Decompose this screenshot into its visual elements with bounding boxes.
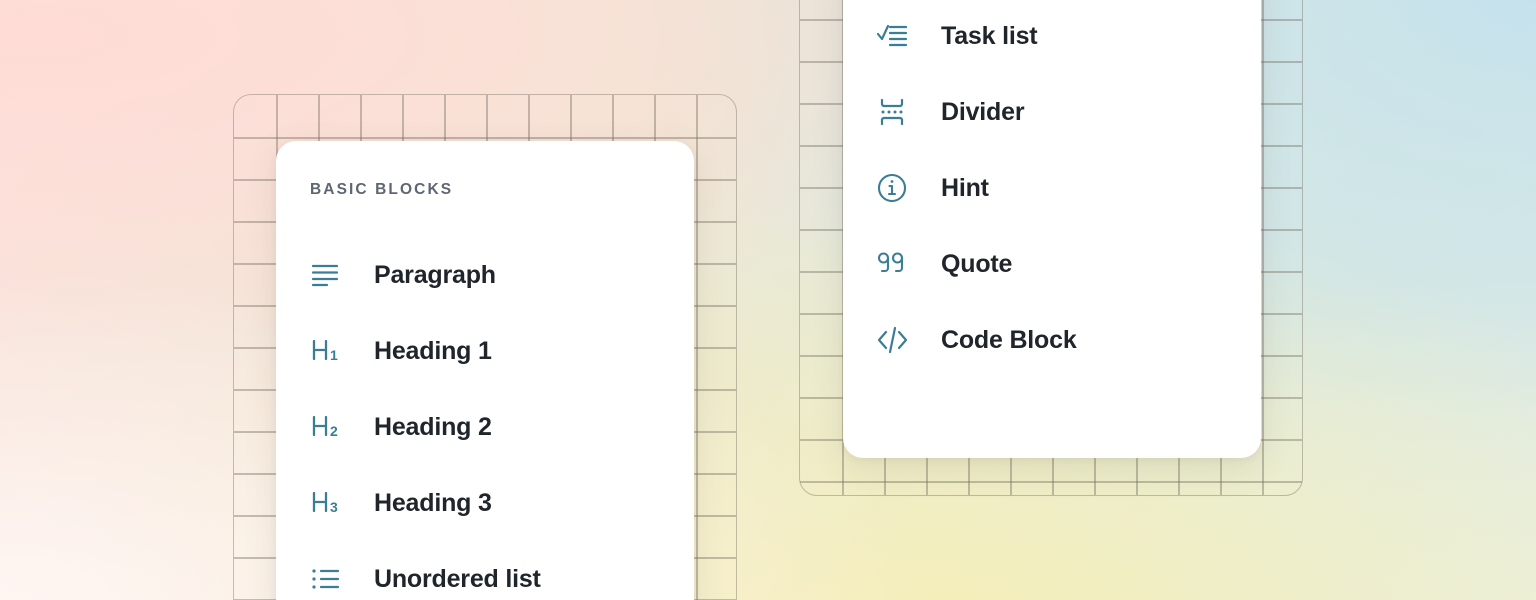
info-circle-icon	[877, 171, 919, 205]
menu-item-label: Heading 2	[374, 412, 492, 441]
bulleted-list-icon	[310, 562, 352, 596]
basic-blocks-menu-list: Paragraph 1 Heading 1 2 Heading 2 3 Heading 3 U…	[276, 237, 694, 600]
menu-item-hint[interactable]: Hint	[843, 150, 1261, 226]
divider-icon	[877, 95, 919, 129]
svg-text:1: 1	[330, 347, 338, 363]
grid-line-horizontal	[800, 481, 1302, 483]
menu-item-paragraph[interactable]: Paragraph	[276, 237, 694, 313]
menu-item-label: Quote	[941, 249, 1013, 278]
grid-line-horizontal	[234, 137, 736, 139]
grid-line-vertical	[1262, 0, 1264, 495]
code-angle-brackets-icon	[877, 323, 919, 357]
menu-item-heading-1[interactable]: 1 Heading 1	[276, 313, 694, 389]
grid-line-vertical	[696, 95, 698, 600]
grid-line-vertical	[842, 0, 844, 495]
menu-item-label: Divider	[941, 97, 1025, 126]
menu-item-divider[interactable]: Divider	[843, 74, 1261, 150]
section-label-basic-blocks: BASIC BLOCKS	[310, 181, 454, 198]
menu-item-unordered-list[interactable]: Unordered list	[276, 541, 694, 600]
menu-item-label: Heading 1	[374, 336, 492, 365]
menu-item-label: Unordered list	[374, 564, 541, 593]
svg-text:2: 2	[330, 423, 338, 439]
menu-item-heading-3[interactable]: 3 Heading 3	[276, 465, 694, 541]
heading-3-icon: 3	[310, 486, 352, 520]
menu-item-quote[interactable]: Quote	[843, 226, 1261, 302]
paragraph-lines-icon	[310, 258, 352, 292]
check-list-icon	[877, 19, 919, 53]
heading-2-icon: 2	[310, 410, 352, 444]
svg-text:3: 3	[330, 499, 338, 515]
menu-item-heading-2[interactable]: 2 Heading 2	[276, 389, 694, 465]
quote-marks-icon	[877, 247, 919, 281]
menu-item-label: Heading 3	[374, 488, 492, 517]
menu-item-task-list[interactable]: Task list	[843, 0, 1261, 74]
menu-item-code-block[interactable]: Code Block	[843, 302, 1261, 378]
basic-blocks-menu-card: BASIC BLOCKS Paragraph 1 Heading 1 2 Heading…	[276, 141, 694, 600]
menu-item-label: Hint	[941, 173, 989, 202]
heading-1-icon: 1	[310, 334, 352, 368]
menu-item-label: Code Block	[941, 325, 1077, 354]
menu-item-label: Task list	[941, 21, 1038, 50]
menu-item-label: Paragraph	[374, 260, 496, 289]
